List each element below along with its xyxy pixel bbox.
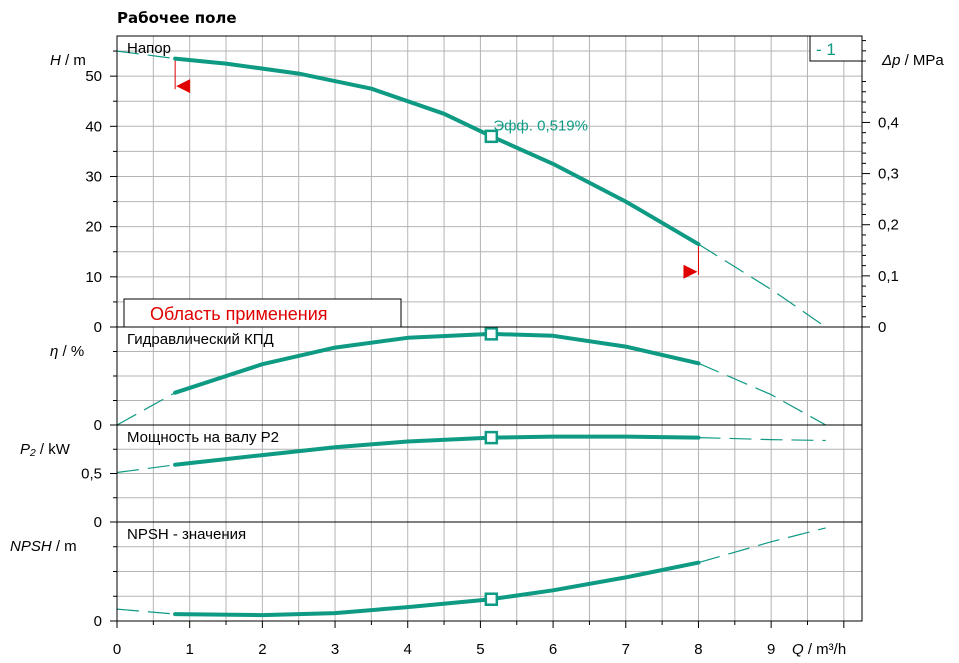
right-axis-label: Δp / MPa xyxy=(881,52,944,69)
panel-label: NPSH - значения xyxy=(127,526,246,543)
duty-point-marker xyxy=(484,592,499,606)
panel-label: Гидравлический КПД xyxy=(127,331,274,348)
y-tick-label: 40 xyxy=(85,118,102,135)
curve-tag-box xyxy=(809,35,863,62)
x-tick-label: 6 xyxy=(549,641,557,658)
curve-dashed-right xyxy=(698,362,826,426)
x-tick-label: 3 xyxy=(331,641,339,658)
right-tick-label: 0,2 xyxy=(878,217,899,234)
x-axis-var: Q xyxy=(792,641,808,658)
y-axis-label: NPSH / m xyxy=(10,538,77,555)
right-tick-label: 0,1 xyxy=(878,268,899,285)
y-axis-unit: / m xyxy=(65,52,86,69)
curve-dashed-left xyxy=(116,464,176,474)
application-range-label: Область применения xyxy=(150,304,328,324)
curve-dashed-left xyxy=(116,50,176,60)
right-tick-label: 0,4 xyxy=(878,114,899,131)
curve-solid xyxy=(173,434,701,467)
x-axis-unit: / m³/h xyxy=(808,641,846,658)
panel-frame xyxy=(116,35,863,328)
frame-layer xyxy=(110,35,870,628)
y-tick-label: 20 xyxy=(85,219,102,236)
max-flow-marker xyxy=(683,264,698,279)
y-axis-var: η xyxy=(50,343,63,360)
x-tick-label: 8 xyxy=(694,641,702,658)
y-axis-unit: / m xyxy=(56,538,77,555)
x-tick-label: 4 xyxy=(404,641,412,658)
curve-dashed-right xyxy=(698,243,827,328)
right-tick-label: 0 xyxy=(878,319,886,336)
y-axis-var: NPSH xyxy=(10,538,56,555)
y-tick-label: 0 xyxy=(94,319,102,336)
duty-point-marker xyxy=(484,430,499,445)
x-axis-label: Q / m³/h xyxy=(792,641,846,658)
application-range-layer xyxy=(127,58,699,322)
chart-title: Рабочее поле xyxy=(117,9,237,27)
curve-dashed-right xyxy=(698,527,826,564)
right-tick-label: 0,3 xyxy=(878,166,899,183)
curve-dashed-left xyxy=(116,392,176,426)
y-axis-label: P₂ / kW xyxy=(20,441,71,458)
y-tick-label: 0 xyxy=(94,613,102,630)
y-tick-label: 50 xyxy=(85,68,102,85)
efficiency-label: Эфф. 0,519% xyxy=(493,117,588,134)
duty-point-marker xyxy=(484,129,499,144)
x-tick-label: 9 xyxy=(767,641,775,658)
y-axis-label: η / % xyxy=(50,343,84,360)
grid-layer xyxy=(117,36,862,621)
curve-solid xyxy=(173,331,701,395)
curve-dashed-right xyxy=(698,437,826,442)
y-axis-var: P₂ xyxy=(20,441,40,458)
curves-layer xyxy=(116,50,827,618)
y-axis-var: H xyxy=(50,52,65,69)
application-range-box xyxy=(123,298,402,328)
x-tick-label: 1 xyxy=(186,641,194,658)
y-axis-unit: / % xyxy=(63,343,85,360)
right-axis-unit: / MPa xyxy=(905,52,945,69)
curve-solid xyxy=(173,560,701,618)
panel-label: Мощность на валу P2 xyxy=(127,429,279,446)
curve-tag: - 1 xyxy=(816,40,836,59)
x-tick-label: 2 xyxy=(258,641,266,658)
x-tick-label: 5 xyxy=(476,641,484,658)
y-tick-label: 0,5 xyxy=(81,466,102,483)
y-tick-label: 0 xyxy=(94,514,102,531)
y-tick-label: 0 xyxy=(94,417,102,434)
x-tick-label: 0 xyxy=(113,641,121,658)
duty-point-marker xyxy=(484,327,499,341)
x-tick-label: 7 xyxy=(622,641,630,658)
y-tick-label: 10 xyxy=(85,269,102,286)
curve-solid xyxy=(173,56,701,247)
curve-dashed-left xyxy=(116,608,176,615)
right-axis-var: Δp xyxy=(881,52,905,69)
min-flow-marker xyxy=(176,79,191,94)
y-axis-label: H / m xyxy=(50,52,86,69)
y-tick-label: 30 xyxy=(85,168,102,185)
panel-label: Напор xyxy=(127,40,171,57)
y-axis-unit: / kW xyxy=(40,441,71,458)
